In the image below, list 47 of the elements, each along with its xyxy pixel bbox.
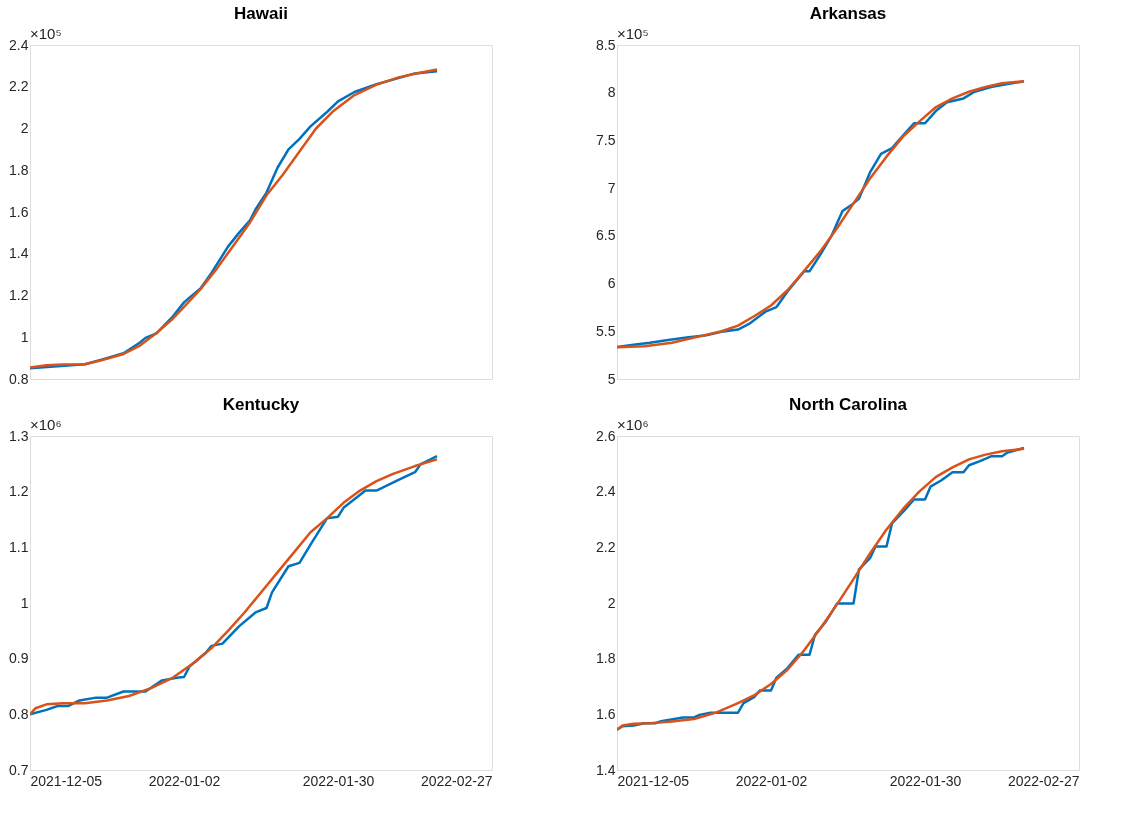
y-tick-label: 7.5 — [596, 131, 616, 148]
y-tick-label: 7 — [607, 179, 616, 196]
y-tick-label: 1.1 — [9, 538, 29, 555]
y-tick-label: 1.8 — [9, 161, 29, 178]
y-tick-label: 1.3 — [9, 427, 29, 444]
chart-title: Hawaii — [234, 4, 288, 23]
chart-title: North Carolina — [788, 395, 908, 414]
y-tick-label: 1.4 — [596, 761, 616, 778]
y-tick-label: 0.7 — [9, 761, 29, 778]
x-tick-label: 2022-02-27 — [420, 772, 493, 789]
text: ×10⁵ — [617, 25, 649, 42]
y-tick-label: 6 — [607, 275, 616, 292]
y-tick-label: 8.5 — [596, 36, 616, 53]
y-tick-label: 2 — [607, 594, 616, 611]
x-tick-label: 2022-01-02 — [735, 772, 808, 789]
y-tick-label: 1 — [20, 328, 29, 345]
y-tick-label: 8 — [607, 84, 616, 101]
y-tick-label: 5.5 — [596, 322, 616, 339]
y-tick-label: 1.6 — [9, 203, 29, 220]
y-tick-label: 5 — [607, 370, 616, 387]
text: ×10⁶ — [617, 416, 649, 433]
text: ×10⁶ — [30, 416, 62, 433]
y-tick-label: 1.2 — [9, 287, 29, 303]
y-tick-label: 1.2 — [9, 483, 29, 500]
y-tick-label: 6.5 — [596, 227, 616, 244]
y-tick-label: 1.6 — [596, 705, 616, 722]
y-tick-label: 2.2 — [9, 78, 29, 95]
y-tick-label: 2 — [20, 120, 29, 136]
y-tick-label: 1.8 — [596, 650, 616, 667]
x-tick-label: 2021-12-05 — [617, 772, 690, 789]
x-tick-label: 2022-01-30 — [302, 772, 375, 789]
text: ×10⁵ — [30, 25, 62, 42]
y-tick-label: 2.4 — [596, 483, 616, 500]
chart-title: Arkansas — [809, 4, 887, 23]
y-tick-label: 0.8 — [9, 370, 29, 387]
x-tick-label: 2022-01-30 — [889, 772, 962, 789]
y-tick-label: 1 — [20, 594, 29, 611]
y-tick-label: 0.8 — [9, 705, 29, 722]
x-tick-label: 2022-02-27 — [1007, 772, 1080, 789]
y-tick-label: 1.4 — [9, 245, 29, 262]
y-tick-label: 2.6 — [596, 427, 616, 444]
y-tick-label: 2.2 — [596, 538, 616, 555]
y-tick-label: 2.4 — [9, 36, 29, 53]
y-tick-label: 0.9 — [9, 650, 29, 667]
chart-title: Kentucky — [222, 395, 300, 414]
x-tick-label: 2021-12-05 — [30, 772, 103, 789]
x-tick-label: 2022-01-02 — [148, 772, 221, 789]
